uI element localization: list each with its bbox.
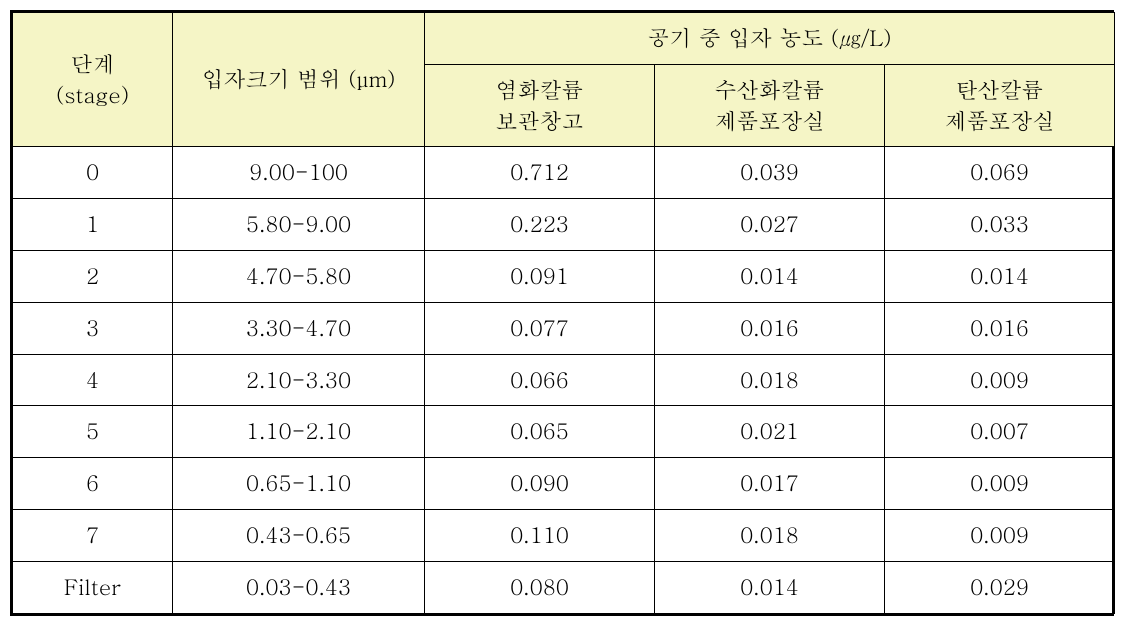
header-c3: 탄산칼륨 제품포장실 [885, 64, 1115, 147]
cell-c2: 0.021 [655, 406, 885, 458]
header-c1: 염화칼륨 보관창고 [425, 64, 655, 147]
cell-c3: 0.016 [885, 302, 1115, 354]
cell-size: 4.70-5.80 [173, 250, 425, 302]
cell-c1: 0.077 [425, 302, 655, 354]
cell-c3: 0.009 [885, 509, 1115, 561]
header-c2-line2: 제품포장실 [715, 105, 825, 136]
cell-stage: Filter [13, 561, 173, 613]
header-c1-line1: 염화칼륨 [496, 74, 584, 105]
header-row-1: 단계 (stage) 입자크기 범위 (µm) 공기 중 입자 농도 (㎍/L) [13, 13, 1115, 65]
particle-concentration-table: 단계 (stage) 입자크기 범위 (µm) 공기 중 입자 농도 (㎍/L)… [10, 10, 1114, 616]
cell-c1: 0.066 [425, 354, 655, 406]
cell-c2: 0.027 [655, 199, 885, 251]
cell-c1: 0.080 [425, 561, 655, 613]
header-size: 입자크기 범위 (µm) [173, 13, 425, 147]
cell-c3: 0.029 [885, 561, 1115, 613]
cell-c2: 0.018 [655, 354, 885, 406]
cell-stage: 1 [13, 199, 173, 251]
header-c3-line2: 제품포장실 [945, 105, 1055, 136]
cell-c1: 0.091 [425, 250, 655, 302]
header-stage: 단계 (stage) [13, 13, 173, 147]
header-stage-line1: 단계 [71, 48, 115, 79]
cell-size: 9.00-100 [173, 147, 425, 199]
cell-size: 0.65-1.10 [173, 458, 425, 510]
cell-c1: 0.223 [425, 199, 655, 251]
table-body: 0 9.00-100 0.712 0.039 0.069 1 5.80-9.00… [13, 147, 1115, 613]
cell-c3: 0.009 [885, 354, 1115, 406]
header-c2: 수산화칼륨 제품포장실 [655, 64, 885, 147]
cell-c1: 0.065 [425, 406, 655, 458]
table-row: Filter 0.03-0.43 0.080 0.014 0.029 [13, 561, 1115, 613]
table-row: 0 9.00-100 0.712 0.039 0.069 [13, 147, 1115, 199]
cell-stage: 6 [13, 458, 173, 510]
cell-c3: 0.007 [885, 406, 1115, 458]
cell-c2: 0.017 [655, 458, 885, 510]
table-row: 4 2.10-3.30 0.066 0.018 0.009 [13, 354, 1115, 406]
cell-c1: 0.712 [425, 147, 655, 199]
cell-stage: 0 [13, 147, 173, 199]
cell-c3: 0.033 [885, 199, 1115, 251]
cell-stage: 5 [13, 406, 173, 458]
cell-stage: 7 [13, 509, 173, 561]
cell-c2: 0.014 [655, 561, 885, 613]
cell-stage: 2 [13, 250, 173, 302]
header-c2-line1: 수산화칼륨 [715, 74, 825, 105]
cell-c3: 0.009 [885, 458, 1115, 510]
cell-size: 2.10-3.30 [173, 354, 425, 406]
table-row: 1 5.80-9.00 0.223 0.027 0.033 [13, 199, 1115, 251]
cell-size: 5.80-9.00 [173, 199, 425, 251]
cell-c2: 0.014 [655, 250, 885, 302]
header-c3-line1: 탄산칼륨 [956, 74, 1044, 105]
header-group: 공기 중 입자 농도 (㎍/L) [425, 13, 1115, 65]
cell-c2: 0.018 [655, 509, 885, 561]
header-c1-line2: 보관창고 [496, 105, 584, 136]
cell-c1: 0.090 [425, 458, 655, 510]
cell-size: 0.03-0.43 [173, 561, 425, 613]
cell-stage: 3 [13, 302, 173, 354]
cell-c3: 0.069 [885, 147, 1115, 199]
cell-c2: 0.039 [655, 147, 885, 199]
header-stage-line2: (stage) [56, 79, 129, 110]
cell-c2: 0.016 [655, 302, 885, 354]
table-row: 5 1.10-2.10 0.065 0.021 0.007 [13, 406, 1115, 458]
cell-stage: 4 [13, 354, 173, 406]
table-row: 3 3.30-4.70 0.077 0.016 0.016 [13, 302, 1115, 354]
table-row: 7 0.43-0.65 0.110 0.018 0.009 [13, 509, 1115, 561]
cell-c3: 0.014 [885, 250, 1115, 302]
table-row: 2 4.70-5.80 0.091 0.014 0.014 [13, 250, 1115, 302]
cell-size: 1.10-2.10 [173, 406, 425, 458]
cell-c1: 0.110 [425, 509, 655, 561]
table-row: 6 0.65-1.10 0.090 0.017 0.009 [13, 458, 1115, 510]
cell-size: 3.30-4.70 [173, 302, 425, 354]
cell-size: 0.43-0.65 [173, 509, 425, 561]
data-table: 단계 (stage) 입자크기 범위 (µm) 공기 중 입자 농도 (㎍/L)… [12, 12, 1115, 614]
